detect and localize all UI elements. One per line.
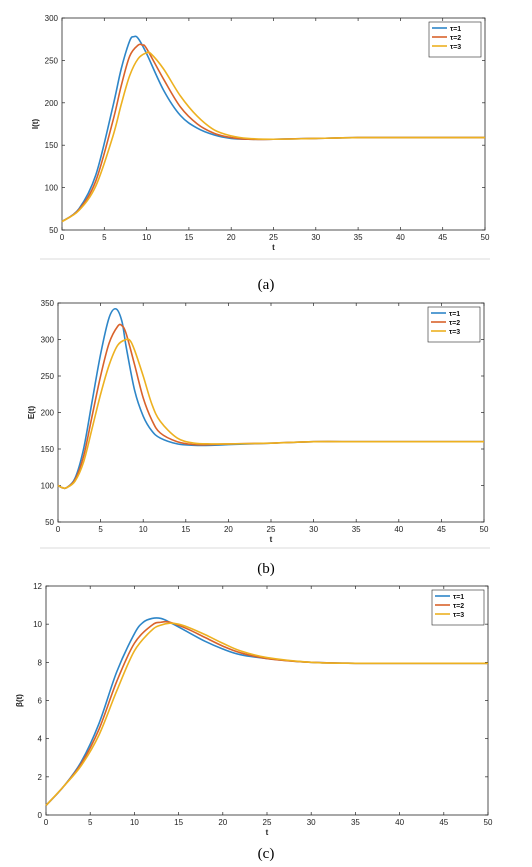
x-tick-label: 45	[439, 818, 448, 827]
y-axis-label: β(t)	[15, 694, 24, 707]
y-tick-label: 0	[38, 811, 43, 820]
x-tick-label: 0	[44, 818, 49, 827]
plot-area	[61, 17, 486, 231]
y-tick-label: 12	[33, 582, 42, 591]
x-tick-label: 35	[354, 233, 363, 242]
y-axis-label: E(t)	[27, 406, 36, 420]
y-tick-label: 250	[41, 372, 55, 381]
chart-panel-2: 0 5 10 15 20 25 30 35 40 45 50 50 100 150 200 250 300 350…	[27, 299, 490, 577]
chart-panel-1: 0 5 10 15 20 25 30 35 40 45 50 50 100 150 200 250 300 t I(…	[31, 14, 490, 293]
x-tick-label: 10	[139, 525, 148, 534]
x-axis-label: t	[270, 535, 273, 544]
legend-label: τ=3	[449, 329, 460, 336]
panel-caption: (a)	[258, 277, 275, 293]
x-tick-label: 5	[88, 818, 93, 827]
legend-label: τ=3	[450, 44, 461, 51]
y-tick-label: 250	[45, 56, 59, 65]
x-tick-label: 50	[481, 233, 490, 242]
legend: τ=1 τ=2 τ=3	[431, 589, 485, 626]
x-tick-label: 10	[130, 818, 139, 827]
y-tick-label: 4	[38, 735, 43, 744]
x-tick-label: 0	[56, 525, 61, 534]
chart-panel-3: 0 5 10 15 20 25 30 35 40 45 50 0 2 4 6 8 10 12 t β(t) τ=1 τ=2…	[15, 582, 493, 862]
x-tick-label: 50	[484, 818, 493, 827]
x-tick-label: 5	[98, 525, 103, 534]
x-tick-label: 35	[352, 525, 361, 534]
legend-label: τ=2	[450, 35, 461, 42]
x-tick-label: 0	[60, 233, 65, 242]
series-line-3	[57, 338, 484, 490]
y-tick-label: 150	[41, 445, 55, 454]
x-tick-label: 50	[480, 525, 489, 534]
legend: τ=1 τ=2 τ=3	[428, 21, 482, 58]
y-tick-label: 300	[45, 14, 59, 23]
y-tick-label: 200	[45, 99, 59, 108]
y-tick-label: 300	[41, 336, 55, 345]
x-tick-label: 35	[351, 818, 360, 827]
legend-label: τ=2	[453, 603, 464, 610]
series-line-3	[45, 622, 488, 807]
x-tick-label: 5	[102, 233, 107, 242]
y-tick-label: 100	[41, 482, 55, 491]
x-tick-label: 25	[269, 233, 278, 242]
x-tick-label: 10	[142, 233, 151, 242]
x-tick-label: 20	[227, 233, 236, 242]
series-line-3	[61, 51, 485, 223]
x-tick-label: 45	[438, 233, 447, 242]
x-tick-label: 15	[184, 233, 193, 242]
legend-label: τ=1	[450, 26, 461, 33]
legend-label: τ=2	[449, 320, 460, 327]
x-tick-label: 20	[218, 818, 227, 827]
x-tick-label: 40	[395, 818, 404, 827]
plot-area	[45, 585, 489, 816]
x-tick-label: 20	[224, 525, 233, 534]
x-tick-label: 40	[396, 233, 405, 242]
y-tick-label: 150	[45, 141, 59, 150]
x-tick-label: 25	[263, 818, 272, 827]
y-tick-label: 2	[38, 773, 43, 782]
x-tick-label: 40	[394, 525, 403, 534]
legend: τ=1 τ=2 τ=3	[427, 306, 481, 343]
x-axis-label: t	[272, 243, 275, 252]
x-tick-label: 25	[267, 525, 276, 534]
panel-caption: (b)	[257, 561, 275, 577]
x-tick-label: 30	[309, 525, 318, 534]
y-tick-label: 200	[41, 409, 55, 418]
legend-label: τ=1	[453, 594, 464, 601]
y-tick-label: 10	[33, 620, 42, 629]
panel-caption: (c)	[258, 846, 275, 862]
x-tick-label: 30	[307, 818, 316, 827]
y-tick-label: 50	[49, 226, 58, 235]
y-tick-label: 8	[38, 658, 43, 667]
y-tick-label: 6	[38, 697, 43, 706]
y-axis-label: I(t)	[31, 119, 40, 130]
y-tick-label: 50	[45, 518, 54, 527]
legend-label: τ=3	[453, 612, 464, 619]
y-tick-label: 100	[45, 184, 59, 193]
x-tick-label: 30	[311, 233, 320, 242]
legend-label: τ=1	[449, 311, 460, 318]
y-tick-label: 350	[41, 299, 55, 308]
x-tick-label: 15	[181, 525, 190, 534]
x-axis-label: t	[266, 828, 269, 837]
x-tick-label: 15	[174, 818, 183, 827]
x-tick-label: 45	[437, 525, 446, 534]
plot-area	[57, 302, 485, 523]
